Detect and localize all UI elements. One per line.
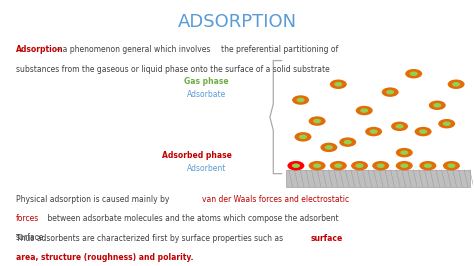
Circle shape: [339, 137, 356, 147]
Circle shape: [419, 129, 427, 134]
Circle shape: [356, 106, 373, 115]
Text: – a phenomenon general which involves: – a phenomenon general which involves: [54, 45, 213, 54]
Circle shape: [287, 161, 304, 171]
Circle shape: [292, 163, 300, 168]
Circle shape: [309, 161, 326, 171]
Circle shape: [365, 127, 382, 136]
Text: surface: surface: [310, 234, 343, 243]
Circle shape: [429, 101, 446, 110]
Text: the preferential partitioning of: the preferential partitioning of: [221, 45, 339, 54]
Text: area, structure (roughness) and polarity.: area, structure (roughness) and polarity…: [16, 253, 193, 262]
Circle shape: [447, 80, 465, 89]
Circle shape: [382, 88, 399, 97]
Circle shape: [370, 129, 378, 134]
Circle shape: [292, 95, 309, 105]
Circle shape: [320, 143, 337, 152]
Text: Physical adsorption is caused mainly by: Physical adsorption is caused mainly by: [16, 195, 171, 204]
Circle shape: [396, 148, 413, 157]
Circle shape: [330, 80, 347, 89]
Bar: [286, 170, 470, 187]
Circle shape: [433, 103, 441, 107]
Circle shape: [313, 119, 321, 123]
Circle shape: [386, 90, 394, 94]
Circle shape: [325, 145, 333, 150]
Circle shape: [396, 161, 413, 171]
Circle shape: [438, 119, 455, 128]
Circle shape: [334, 82, 342, 86]
Circle shape: [351, 161, 368, 171]
Text: substances from the gaseous or liquid phase onto the surface of a solid substrat: substances from the gaseous or liquid ph…: [16, 65, 329, 73]
Text: between adsorbate molecules and the atoms which compose the adsorbent: between adsorbate molecules and the atom…: [45, 214, 338, 223]
Circle shape: [405, 69, 422, 78]
Circle shape: [447, 163, 456, 168]
Circle shape: [309, 116, 326, 126]
Circle shape: [344, 140, 352, 144]
Circle shape: [360, 108, 368, 113]
Circle shape: [297, 98, 305, 102]
Circle shape: [415, 127, 432, 136]
Text: forces: forces: [16, 214, 39, 223]
Text: Gas phase: Gas phase: [184, 77, 228, 86]
Text: ADSORPTION: ADSORPTION: [177, 13, 297, 31]
Text: Adsorbent: Adsorbent: [187, 164, 226, 173]
Circle shape: [294, 132, 311, 142]
Text: Adsorbed phase: Adsorbed phase: [162, 151, 232, 160]
Circle shape: [391, 122, 408, 131]
Circle shape: [443, 161, 460, 171]
Circle shape: [395, 124, 404, 128]
Circle shape: [410, 72, 418, 76]
Circle shape: [400, 163, 409, 168]
Circle shape: [419, 161, 437, 171]
Text: Thus adsorbents are characterized first by surface properties such as: Thus adsorbents are characterized first …: [16, 234, 285, 243]
Circle shape: [330, 161, 347, 171]
Circle shape: [299, 135, 307, 139]
Circle shape: [377, 163, 385, 168]
Circle shape: [334, 163, 342, 168]
Circle shape: [313, 163, 321, 168]
Text: Adsorption: Adsorption: [16, 45, 63, 54]
Text: Adsorbate: Adsorbate: [187, 90, 226, 99]
Circle shape: [443, 121, 451, 126]
Circle shape: [424, 163, 432, 168]
Text: surface.: surface.: [16, 232, 46, 242]
Circle shape: [372, 161, 389, 171]
Circle shape: [452, 82, 460, 86]
Circle shape: [356, 163, 364, 168]
Text: van der Waals forces and electrostatic: van der Waals forces and electrostatic: [201, 195, 349, 204]
Circle shape: [400, 150, 409, 155]
